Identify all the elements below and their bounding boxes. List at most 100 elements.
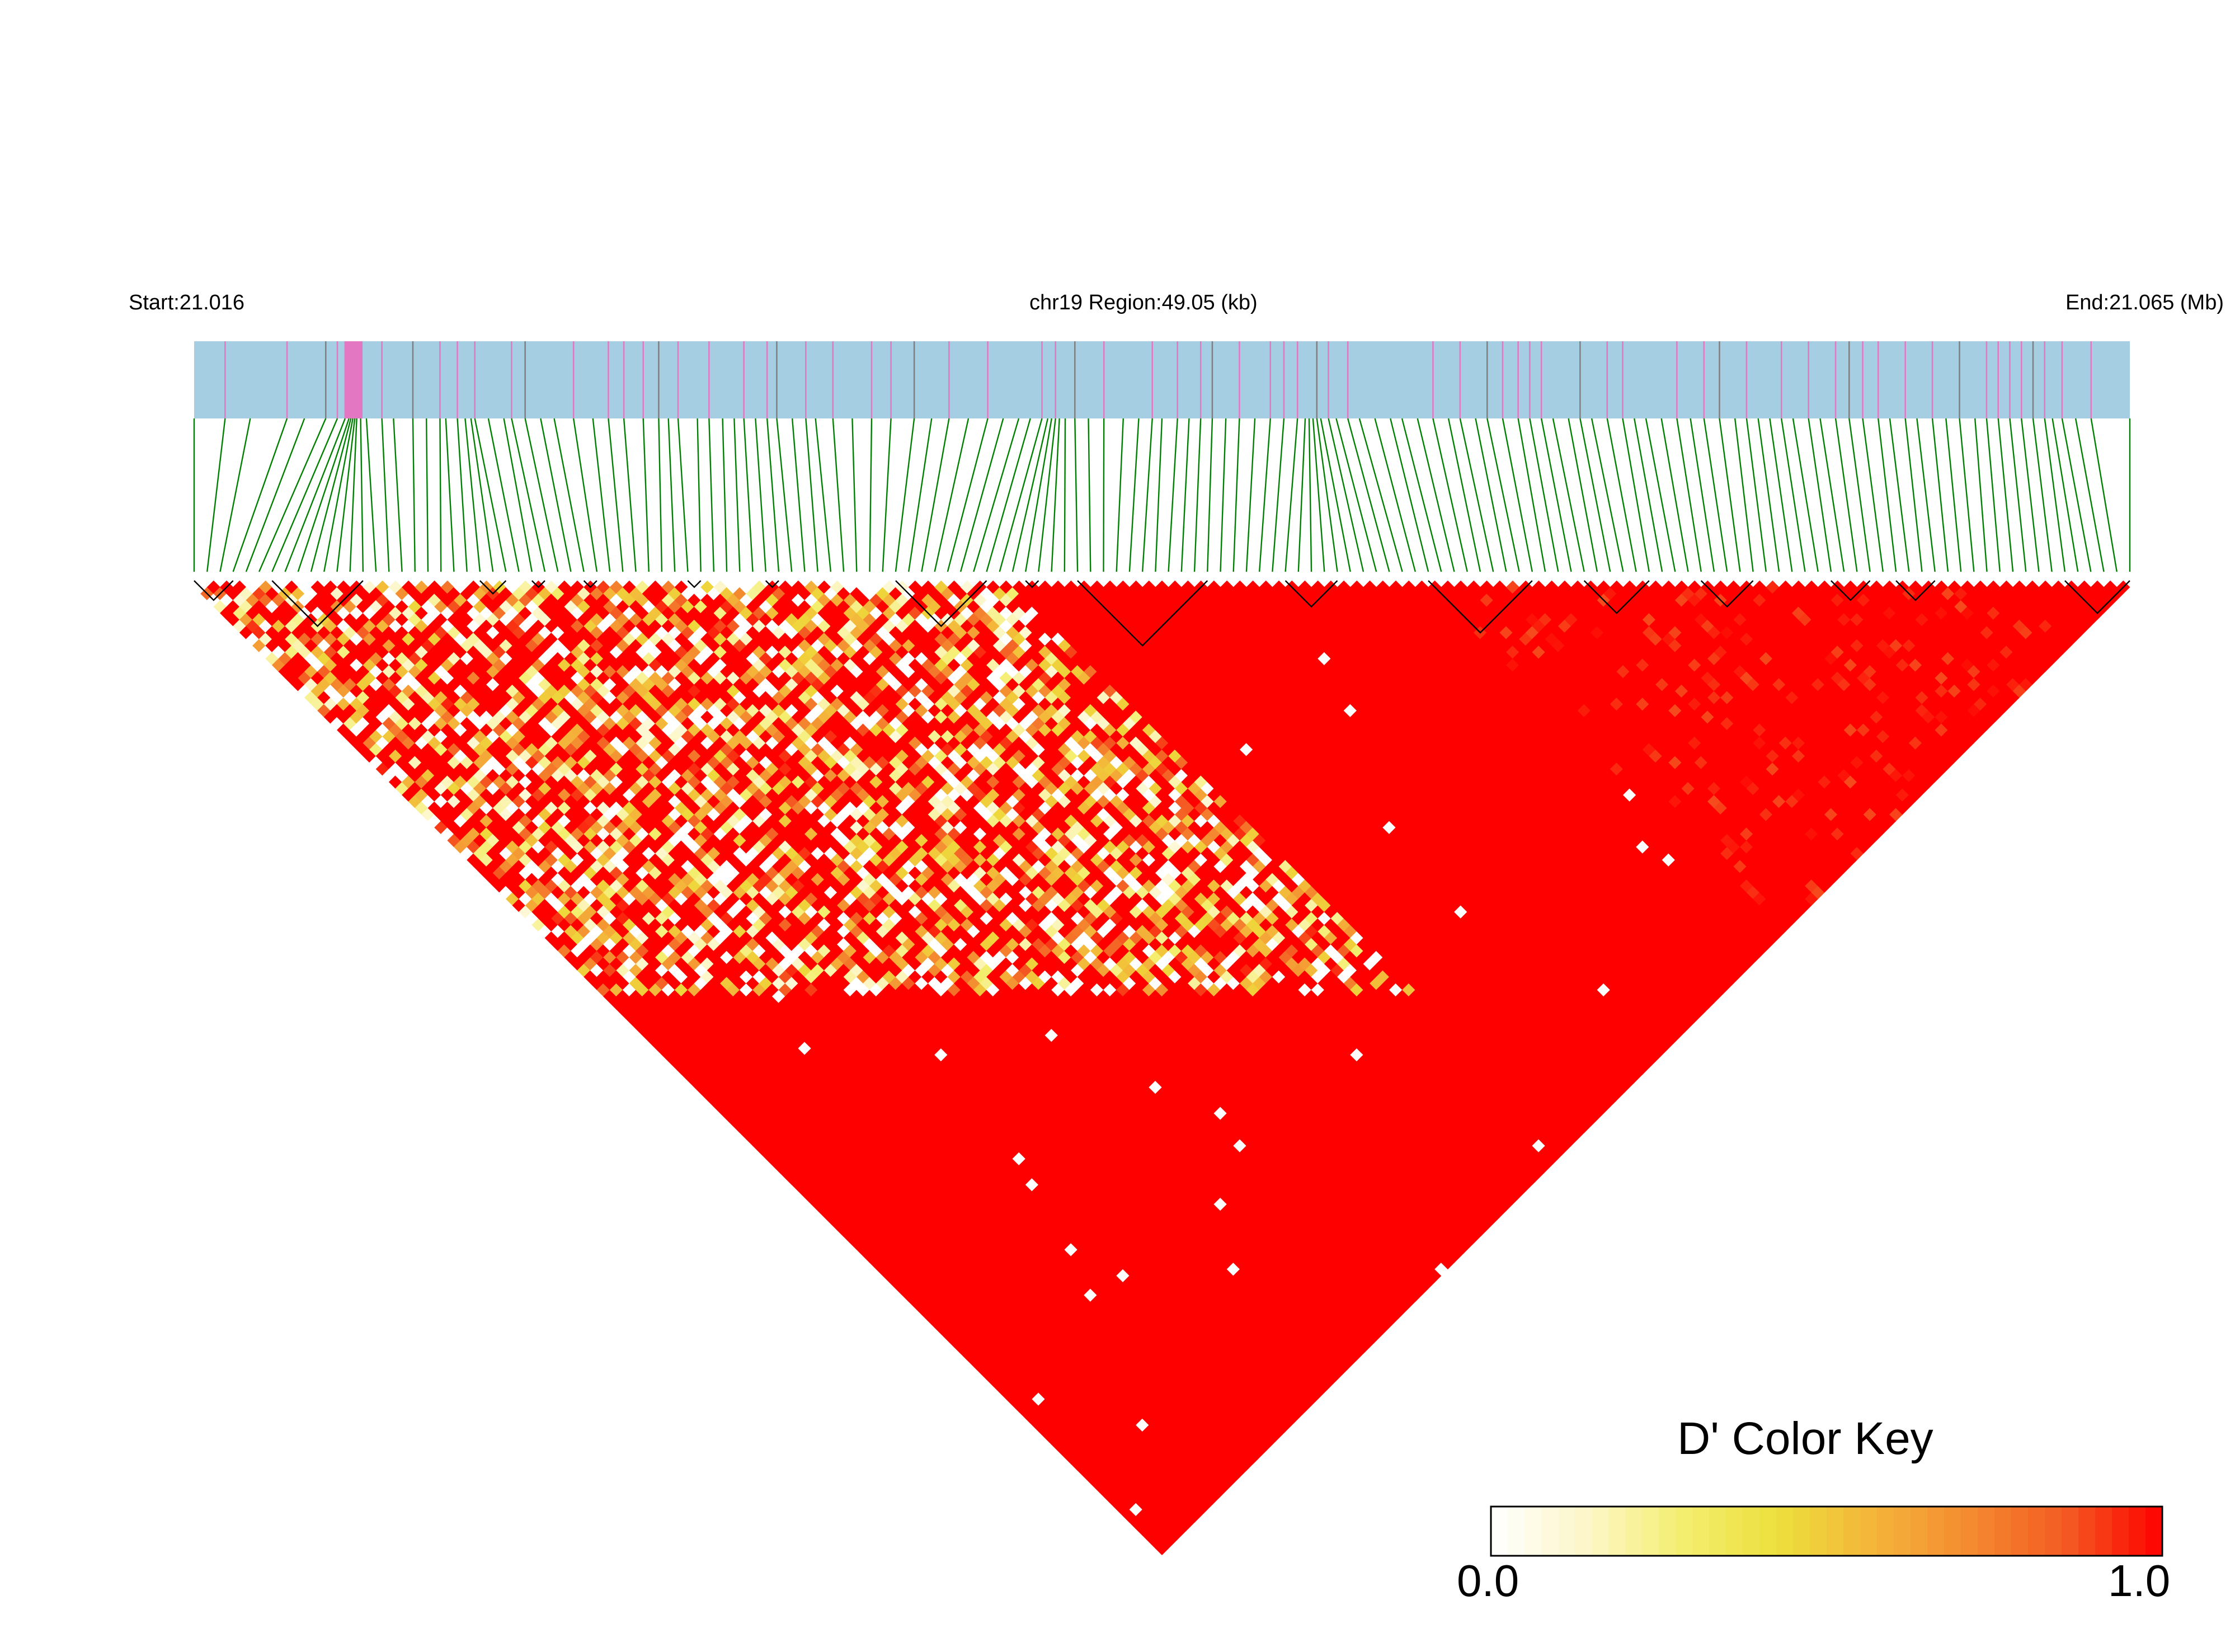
ld-cell [564,873,578,887]
snp-connector [851,418,858,572]
ld-cell [278,600,292,614]
snp-connector [336,418,356,572]
snp-connector [2090,418,2118,572]
snp-connector [907,418,933,572]
snp-connector [2052,418,2079,572]
snp-connector [2061,418,2092,572]
snp-connector [2021,418,2040,572]
ld-cell [564,950,578,964]
snp-connector [271,418,338,572]
snp-connector [921,418,950,572]
snp-connector [1862,418,1884,572]
snp-connector [1734,418,1754,572]
ld-cell [564,924,578,938]
snp-connector [1220,418,1227,572]
ld-cell [564,834,578,848]
snp-connector [284,418,346,572]
snp-connector [805,418,818,572]
snp-connector [1579,418,1611,572]
snp-connector [412,418,416,572]
snp-connector [1634,418,1663,572]
snp-connector [869,418,873,572]
snp-connector [310,418,352,572]
snp-connector [1568,418,1598,572]
snp-connector [1459,418,1494,572]
snp-connector [755,418,766,572]
snp-connector [470,418,494,572]
snp-connector [1245,418,1256,572]
snp-connector [1447,418,1481,572]
ld-cell [564,898,578,912]
snp-connector [1128,418,1140,572]
snp-connector [947,418,989,572]
ld-cell [564,821,578,835]
snp-connector [2032,418,2053,572]
snp-connector [1374,418,1416,572]
snp-connector [1997,418,2014,572]
gene-track [194,341,2130,418]
snp-connector [1719,418,1741,572]
snp-connector [1155,418,1163,572]
snp-connector [1168,418,1178,572]
snp-connector [1335,418,1377,572]
snp-connector [1745,418,1767,572]
snp-connector [1308,418,1312,572]
snp-connector [365,418,377,572]
snp-connector [1141,418,1153,572]
snp-connector [1945,418,1962,572]
snp-connector [1690,418,1715,572]
snp-connector [1390,418,1429,572]
snp-connector [766,418,780,572]
snp-connector [1116,418,1124,572]
snp-connector [776,418,793,572]
snp-connector [1660,418,1689,572]
snp-connector [733,418,741,572]
snp-connector [1517,418,1546,572]
ld-heatmap [194,580,2130,1556]
ld-cell [278,639,292,653]
snp-connector [1757,418,1780,572]
ld-cell [278,625,292,639]
snp-connector [206,418,226,572]
snp-connector [882,418,892,572]
snp-connector [474,418,507,572]
snp-connector [2044,418,2066,572]
snp-connector [1347,418,1390,572]
snp-connector [1401,418,1442,572]
snp-connector [1985,418,2001,572]
snp-connector-lines [193,418,2131,572]
snp-connector [743,418,754,572]
snp-connector [1540,418,1572,572]
highlighted-snp [345,341,363,418]
snp-connector [2074,418,2105,572]
snp-connector [1916,418,1936,572]
snp-connector [1284,418,1298,572]
snp-connector [503,418,533,572]
snp-connector [1622,418,1650,572]
snp-connector [1074,418,1079,572]
snp-connector [592,418,611,572]
snp-connector [832,418,845,572]
snp-connector [986,418,1031,572]
snp-connector [457,418,468,572]
snp-connector [572,418,598,572]
snp-connector [815,418,832,572]
snp-connector [245,418,305,572]
snp-connector [1959,418,1975,572]
snp-connector [1769,418,1793,572]
snp-connector [445,418,455,572]
snp-connector [708,418,715,572]
snp-connector [1676,418,1702,572]
snp-connector [658,418,663,572]
snp-connector [540,418,572,572]
snp-connector [487,418,520,572]
snp-connector [553,418,585,572]
ld-cell [564,938,578,952]
snp-connector [439,418,442,572]
snp-connector [623,418,637,572]
snp-connector [959,418,1004,572]
snp-connector [895,418,915,572]
snp-connector [667,418,676,572]
snp-connector [1312,418,1325,572]
